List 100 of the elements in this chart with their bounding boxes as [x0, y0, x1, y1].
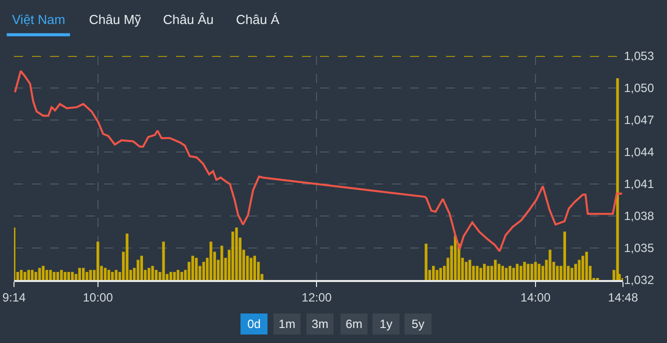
bar: [436, 270, 438, 280]
bar: [111, 272, 114, 280]
bar: [82, 268, 85, 280]
bar: [71, 272, 74, 280]
x-tick-label: 10:00: [82, 290, 114, 304]
x-tick-label: 9:14: [2, 290, 26, 304]
bar: [424, 244, 428, 280]
bar: [538, 264, 540, 280]
bar: [530, 264, 534, 280]
bar: [96, 242, 100, 280]
bar: [570, 268, 574, 280]
bar: [516, 264, 519, 280]
text: 3m: [312, 317, 328, 331]
bar: [231, 232, 234, 280]
bar: [523, 262, 526, 280]
bar: [616, 78, 619, 280]
bar: [585, 252, 588, 280]
y-tick-label: 1,038: [624, 209, 654, 224]
bar: [210, 242, 212, 280]
bar: [162, 242, 165, 280]
bar: [49, 270, 52, 280]
bar: [60, 270, 63, 280]
y-tick-label: 1,032: [624, 273, 654, 288]
bar: [202, 262, 206, 280]
bar: [439, 268, 442, 280]
bar: [512, 268, 515, 280]
bar: [464, 262, 468, 280]
bar: [114, 270, 118, 280]
bar: [548, 250, 552, 280]
bar: [483, 264, 486, 280]
x-tick-label: 12:00: [302, 290, 332, 304]
bar: [27, 270, 30, 280]
y-tick-label: 1,044: [624, 145, 654, 160]
y-tick-label: 1,035: [624, 241, 654, 256]
text: Châu Á: [236, 12, 280, 27]
bar: [504, 268, 508, 280]
bar: [104, 268, 107, 280]
y-tick-label: 1,053: [624, 49, 654, 64]
bar: [581, 256, 584, 280]
text: 1m: [278, 317, 296, 331]
bar: [34, 272, 38, 280]
bar: [56, 272, 60, 280]
bar: [107, 270, 110, 280]
bar: [20, 270, 23, 280]
bar: [86, 272, 88, 280]
bar: [45, 270, 48, 280]
bar: [169, 272, 172, 280]
bar: [556, 266, 559, 280]
bar: [250, 258, 252, 280]
text: Châu Âu: [163, 12, 214, 27]
bar: [194, 258, 198, 280]
bar: [126, 234, 128, 280]
bar: [574, 264, 577, 280]
bar: [89, 270, 92, 280]
bar: [173, 272, 176, 280]
text: 5y: [412, 317, 424, 331]
bar: [191, 256, 194, 280]
y-tick-label: 1,041: [624, 177, 654, 192]
bar: [154, 270, 158, 280]
bar: [578, 260, 581, 280]
bar: [498, 264, 500, 280]
text: Việt Nam: [12, 12, 66, 27]
bar: [526, 264, 530, 280]
line-series: [14, 70, 623, 252]
text: 6m: [346, 317, 362, 331]
bar: [148, 268, 150, 280]
bar: [468, 260, 472, 280]
bar: [508, 266, 512, 280]
bar: [24, 272, 26, 280]
bar: [52, 272, 56, 280]
bar: [176, 270, 180, 280]
bar: [432, 266, 435, 280]
bar: [78, 268, 81, 280]
bar: [235, 228, 238, 280]
text: 0d: [247, 317, 261, 331]
bar: [476, 266, 479, 280]
bar: [534, 262, 537, 280]
bar: [253, 256, 256, 280]
bar: [140, 256, 144, 280]
bar: [136, 260, 140, 280]
bar: [151, 266, 154, 280]
bar: [486, 266, 490, 280]
bar: [67, 272, 70, 280]
x-tick-label: 14:48: [608, 290, 638, 304]
bar: [30, 270, 34, 280]
bar: [501, 266, 504, 280]
text: 1y: [380, 317, 392, 331]
bar: [563, 232, 566, 280]
x-tick-label: 14:00: [520, 290, 551, 304]
y-tick-label: 1,047: [624, 113, 654, 128]
bar: [42, 266, 45, 280]
bar: [494, 260, 497, 280]
bar: [479, 268, 482, 280]
bar: [220, 246, 224, 280]
bar: [64, 272, 66, 280]
bar: [520, 266, 522, 280]
y-tick-label: 1,050: [624, 81, 654, 96]
bar: [38, 268, 41, 280]
bar: [180, 272, 184, 280]
text: Châu Mỹ: [89, 12, 142, 27]
